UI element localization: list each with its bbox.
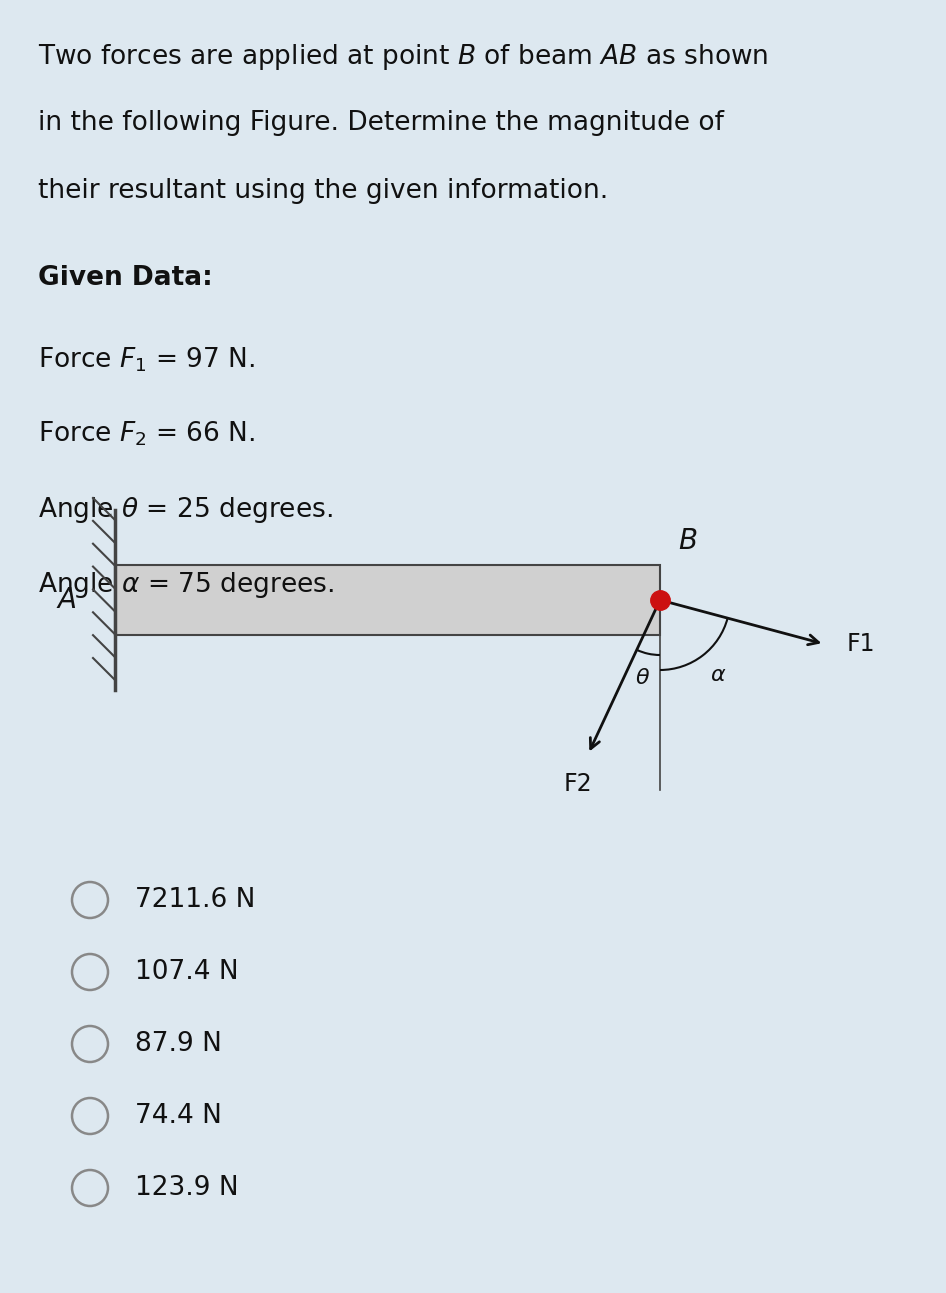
Text: F1: F1 <box>847 632 875 656</box>
Text: 107.4 N: 107.4 N <box>135 959 238 985</box>
Text: B: B <box>678 528 697 555</box>
Bar <box>115 565 660 635</box>
Text: in the following Figure. Determine the magnitude of: in the following Figure. Determine the m… <box>38 110 724 136</box>
Text: $\alpha$: $\alpha$ <box>710 666 726 685</box>
Text: 74.4 N: 74.4 N <box>135 1103 222 1129</box>
Text: Angle $\theta$ = 25 degrees.: Angle $\theta$ = 25 degrees. <box>38 495 333 525</box>
Text: Force $F_2$ = 66 N.: Force $F_2$ = 66 N. <box>38 420 255 449</box>
Text: F2: F2 <box>564 772 592 796</box>
Text: Angle $\alpha$ = 75 degrees.: Angle $\alpha$ = 75 degrees. <box>38 570 334 600</box>
Text: Given Data:: Given Data: <box>38 265 213 291</box>
Text: 123.9 N: 123.9 N <box>135 1175 238 1201</box>
Text: their resultant using the given information.: their resultant using the given informat… <box>38 178 608 204</box>
Text: $\theta$: $\theta$ <box>635 668 650 688</box>
Text: 7211.6 N: 7211.6 N <box>135 887 255 913</box>
Text: Force $F_1$ = 97 N.: Force $F_1$ = 97 N. <box>38 345 255 374</box>
Text: A: A <box>58 586 77 614</box>
Text: Two forces are applied at point $B$ of beam $AB$ as shown: Two forces are applied at point $B$ of b… <box>38 41 768 72</box>
Text: 87.9 N: 87.9 N <box>135 1031 222 1056</box>
